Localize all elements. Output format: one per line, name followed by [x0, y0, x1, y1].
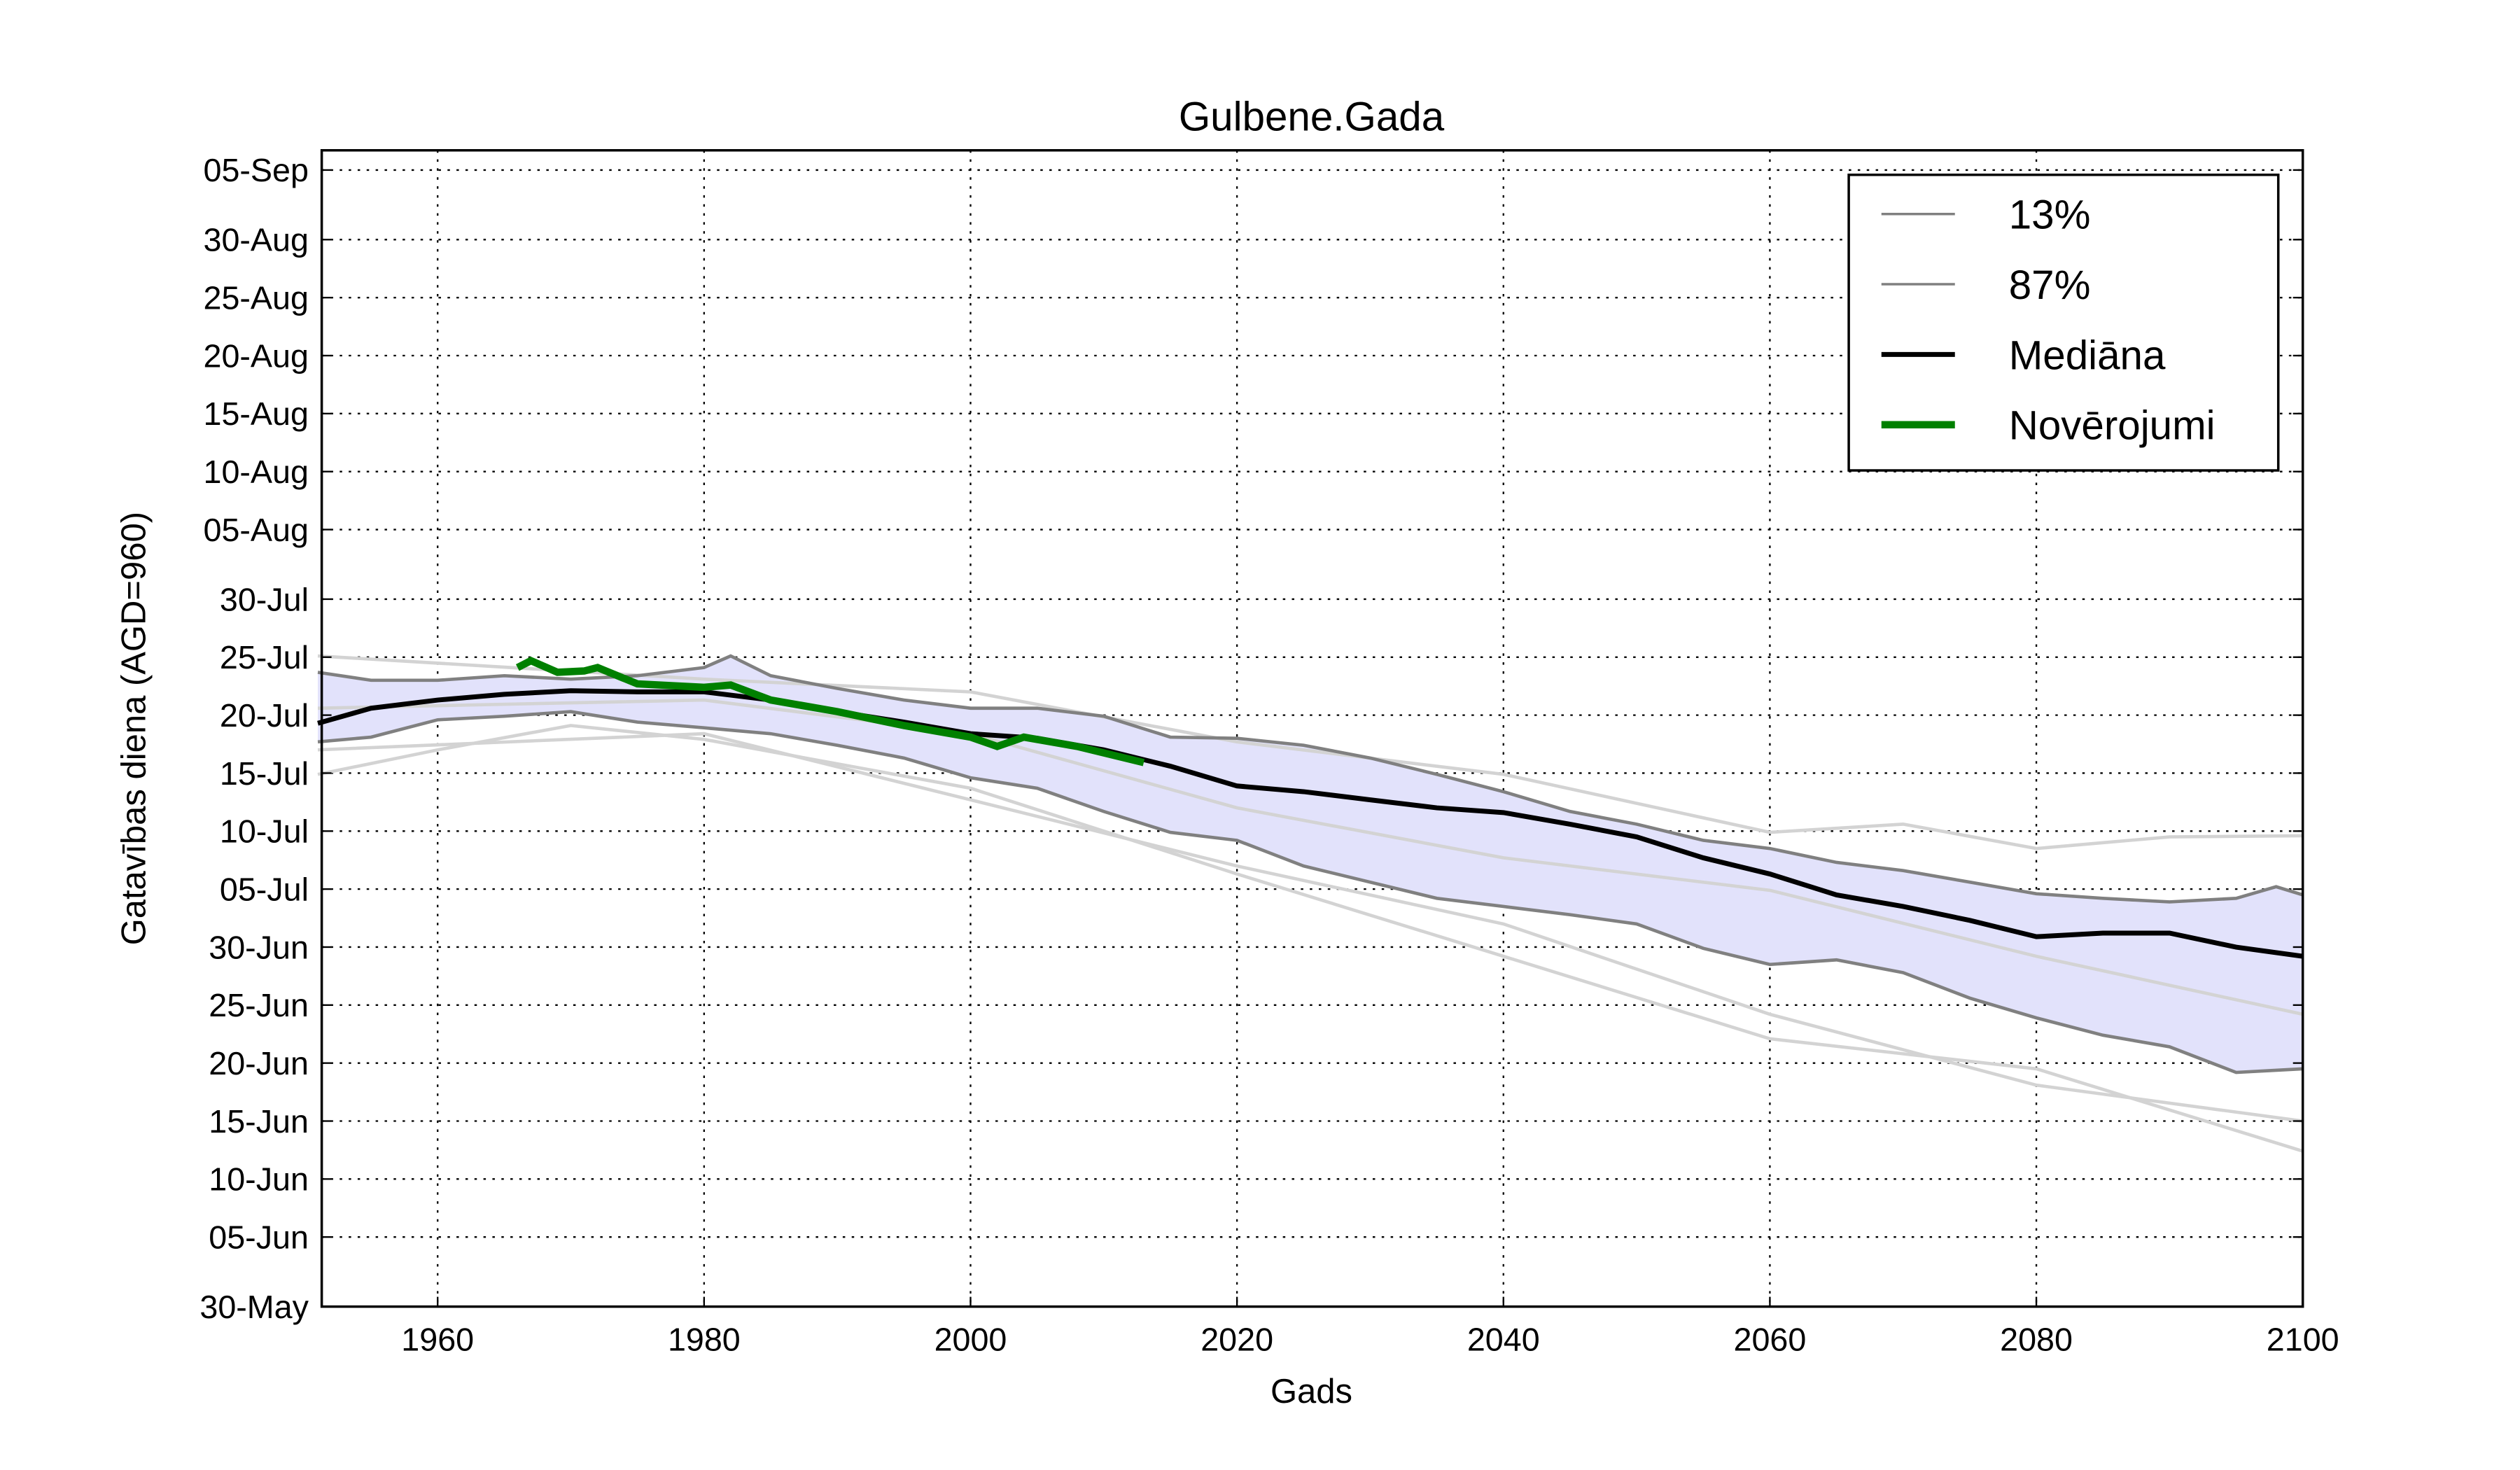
- x-tick-label: 1960: [401, 1322, 474, 1358]
- y-tick-label: 25-Jun: [209, 987, 309, 1023]
- y-tick-label: 05-Jul: [220, 871, 309, 907]
- y-tick-label: 25-Jul: [220, 639, 309, 676]
- ensemble-lines: [317, 654, 2304, 1153]
- ensemble-line: [317, 654, 2303, 850]
- x-tick-label: 2080: [2000, 1322, 2073, 1358]
- y-tick-label: 05-Jun: [209, 1219, 309, 1256]
- legend-label-obs: Novērojumi: [2009, 403, 2216, 449]
- ensemble-line: [317, 732, 2304, 1123]
- series-median-line: [317, 688, 2304, 959]
- y-tick-label: 15-Jul: [220, 755, 309, 792]
- ensemble-line: [317, 698, 2304, 1016]
- x-tick-label: 2000: [934, 1322, 1007, 1358]
- series-observations-line: [515, 657, 1145, 766]
- plot-frame: [320, 148, 2304, 1308]
- ensemble-line: [317, 724, 2304, 1153]
- x-tick-label: 2100: [2267, 1322, 2339, 1358]
- y-tick-label: 10-Aug: [204, 454, 309, 490]
- legend-label-13: 13%: [2009, 192, 2091, 238]
- legend-label-median: Mediāna: [2009, 332, 2166, 378]
- y-tick-label: 25-Aug: [204, 279, 309, 316]
- y-tick-label: 05-Aug: [204, 512, 309, 548]
- series-lines: [317, 654, 2304, 1074]
- x-tick-label: 1980: [668, 1322, 741, 1358]
- legend: 13% 87% Mediāna Novērojumi: [1847, 173, 2280, 472]
- y-tick-label: 05-Sep: [204, 152, 309, 188]
- x-axis-label: Gads: [1270, 1373, 1352, 1410]
- x-axis: 1960 1980 2000 2020 2040 2060 2080 2100: [401, 1296, 2339, 1358]
- x-tick-label: 2020: [1200, 1322, 1273, 1358]
- y-tick-label: 20-Jul: [220, 697, 309, 734]
- series-87-line: [317, 654, 2304, 904]
- y-tick-label: 10-Jun: [209, 1161, 309, 1198]
- series-13-line: [317, 710, 2303, 1074]
- y-axis: 30-May 05-Jun 10-Jun 15-Jun 20-Jun 25-Jun 30-J…: [200, 152, 2303, 1325]
- y-tick-label: 30-May: [200, 1289, 309, 1325]
- chart-title: Gulbene.Gada: [1179, 94, 1445, 140]
- y-tick-label: 15-Aug: [204, 396, 309, 432]
- y-tick-label: 15-Jun: [209, 1103, 309, 1140]
- y-tick-label: 30-Aug: [204, 222, 309, 258]
- y-tick-label: 30-Jun: [209, 929, 309, 965]
- y-axis-label: Gatavības diena (AGD=960): [115, 512, 153, 945]
- band-13-87-fill: [318, 656, 2303, 1073]
- y-tick-label: 20-Jun: [209, 1045, 309, 1082]
- x-tick-label: 2060: [1734, 1322, 1807, 1358]
- y-tick-label: 20-Aug: [204, 337, 309, 374]
- y-tick-label: 30-Jul: [220, 581, 309, 617]
- y-tick-label: 10-Jul: [220, 813, 309, 850]
- x-tick-label: 2040: [1467, 1322, 1540, 1358]
- legend-label-87: 87%: [2009, 262, 2091, 308]
